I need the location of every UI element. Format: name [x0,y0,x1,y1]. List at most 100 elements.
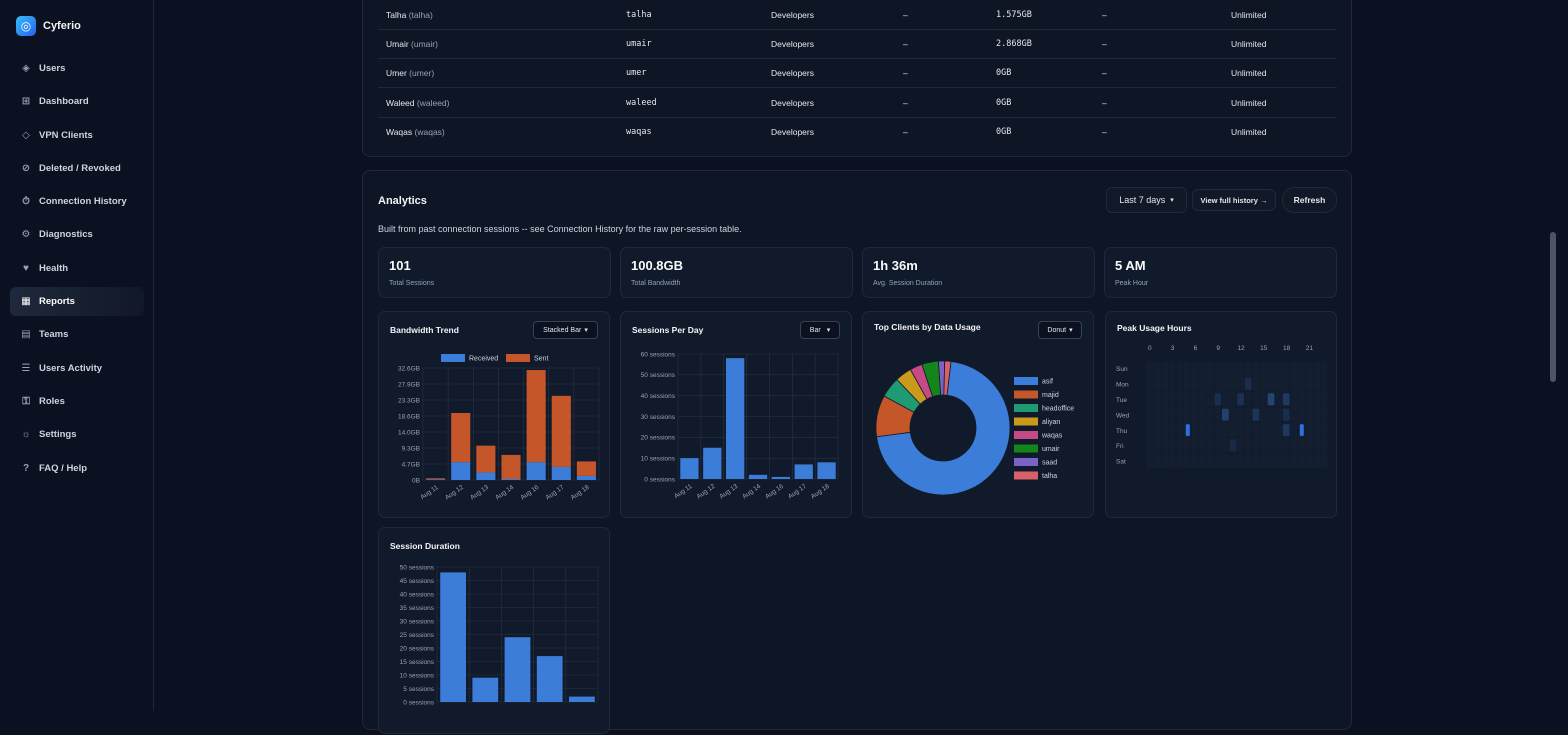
y-tick-label: Mon [1116,382,1129,389]
heat-cell [1229,391,1237,407]
bar-sent[interactable] [576,461,596,476]
heat-cell-active[interactable] [1222,408,1229,421]
bar[interactable] [680,458,699,479]
heat-cell [1275,438,1282,453]
heat-cell [1184,391,1191,407]
bar-received[interactable] [576,475,596,480]
sidebar-item-reports[interactable]: ▦ Reports [10,287,144,317]
bar-received[interactable] [451,462,471,480]
sessions-per-day-chart: 0 sessions 10 sessions 20 sessions 30 sessi… [641,351,839,500]
heat-cell-active[interactable] [1214,393,1222,406]
heat-cell-active[interactable] [1252,408,1260,421]
bar-received[interactable] [501,478,521,480]
bar[interactable] [726,358,745,479]
y-tick-label: Wed [1116,412,1130,419]
roles-icon: ⚿ [22,395,30,407]
heat-cell-active[interactable] [1237,393,1244,406]
heat-cell [1267,361,1275,376]
clients-chart-type-select[interactable]: Donut ▾ [1038,321,1082,339]
heat-cell-active[interactable] [1299,424,1304,436]
bar[interactable] [771,476,790,479]
user-limit: Unlimited [1231,68,1267,79]
heat-cell [1237,407,1244,422]
bar-sent[interactable] [551,395,571,467]
bar-sent[interactable] [426,478,446,480]
user-username: umair [626,39,652,50]
sidebar-item-label: VPN Clients [39,129,93,141]
heat-cell-active[interactable] [1244,377,1252,390]
table-row[interactable]: Waqas (waqas) waqas Developers – 0GB – Unlimit… [378,118,1337,147]
donut-slice-talha[interactable] [943,360,952,396]
sidebar-item-settings[interactable]: ☼ Settings [10,420,144,449]
bar-received[interactable] [551,466,571,480]
sidebar-item-health[interactable]: ♥ Health [10,254,144,283]
sidebar-item-deleted-revoked[interactable]: ⊘ Deleted / Revoked [10,154,144,183]
x-tick-label: Aug 13 [469,484,490,502]
bar-received[interactable] [426,479,446,480]
bar[interactable] [440,572,466,702]
bar[interactable] [794,464,813,479]
heat-cell-active[interactable] [1267,393,1275,406]
sidebar-item-diagnostics[interactable]: ⚙ Diagnostics [10,220,144,249]
bar[interactable] [703,447,722,479]
user-team: Developers [771,97,814,108]
bar[interactable] [504,637,531,702]
heat-cell [1237,376,1244,391]
heat-cell-active[interactable] [1185,424,1190,436]
table-row[interactable]: Umair (umair) umair Developers – 2.868GB – Unl… [378,30,1337,60]
user-display-name: Talha (talha) [386,10,433,20]
clients-chart-type-label: Donut [1047,326,1067,334]
heat-cell [1282,407,1290,422]
sidebar-item-connection-history[interactable]: ⏱ Connection History [10,187,144,216]
bar[interactable] [569,696,595,702]
user-col4: – [903,10,908,20]
table-row[interactable]: Talha (talha) talha Developers – 1.575GB – Unl… [378,1,1337,30]
view-full-history-button[interactable]: View full history → [1192,189,1276,211]
bar[interactable] [748,474,768,479]
table-row[interactable]: Umer (umer) umer Developers – 0GB – Unlimited [378,59,1337,89]
bar-sent[interactable] [526,370,546,463]
bar-sent[interactable] [501,454,521,479]
heat-cell-active[interactable] [1282,424,1290,436]
deleted-revoked-icon: ⊘ [21,162,31,174]
heat-cell [1176,407,1184,422]
heat-cell [1237,391,1244,407]
y-tick-label: 35 sessions [400,605,435,612]
heat-cell [1275,391,1282,407]
sidebar-item-faq-help[interactable]: ? FAQ / Help [10,454,144,483]
refresh-button[interactable]: Refresh [1282,187,1337,213]
stat-card: 1h 36m Avg. Session Duration [862,247,1095,298]
bar-sent[interactable] [451,413,471,463]
y-tick-label: 60 sessions [641,351,676,358]
sidebar-item-dashboard[interactable]: ⊞ Dashboard [10,87,144,116]
user-name: Waleed [386,97,415,108]
heat-cell [1305,453,1313,468]
sidebar-item-vpn-clients[interactable]: ◇ VPN Clients [10,121,144,150]
heat-cell [1168,407,1176,422]
donut-slice-asif[interactable] [876,361,1011,496]
bar[interactable] [536,656,563,702]
page-scrollbar[interactable] [1548,0,1558,711]
heat-cell-active[interactable] [1282,393,1290,406]
heat-cell-active[interactable] [1282,408,1290,421]
scrollbar-thumb[interactable] [1550,232,1556,382]
table-row[interactable]: Waleed (waleed) waleed Developers – 0GB – Unli… [378,89,1337,118]
sessions-chart-type-select[interactable]: Bar ▾ [800,321,840,339]
bar[interactable] [472,677,499,702]
sidebar-item-users[interactable]: ◈ Users [10,54,144,83]
bar-sent[interactable] [476,445,496,473]
bandwidth-chart-type-select[interactable]: Stacked Bar ▾ [533,321,598,339]
sidebar-item-teams[interactable]: ▤ Teams [10,320,144,349]
bar-received[interactable] [526,462,546,480]
bar[interactable] [817,462,836,479]
sidebar-item-label: Settings [39,429,77,441]
stat-card: 5 AM Peak Hour [1104,247,1337,298]
y-tick-label: 45 sessions [400,578,435,585]
range-select[interactable]: Last 7 days ▾ [1106,187,1187,213]
bar-received[interactable] [476,472,496,480]
sidebar-item-users-activity[interactable]: ☰ Users Activity [10,354,144,383]
heat-cell [1275,422,1282,438]
heat-cell-active[interactable] [1229,439,1237,452]
brand[interactable]: ◎ Cyferio [16,16,81,36]
sidebar-item-roles[interactable]: ⚿ Roles [10,387,144,416]
